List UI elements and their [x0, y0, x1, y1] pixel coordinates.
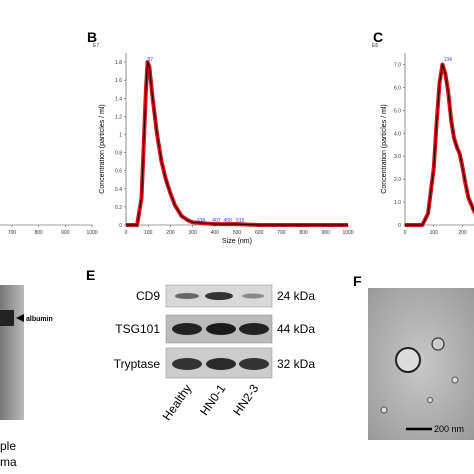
peak-label: 134 — [444, 57, 453, 63]
y-tick-label: 0.8 — [115, 151, 122, 157]
blot-band — [0, 310, 14, 326]
x-tick-label: 800 — [34, 230, 43, 236]
size-label: 32 kDa — [277, 357, 315, 371]
y-tick-label: 4.0 — [394, 131, 401, 137]
x-tick-label: 200 — [166, 230, 175, 236]
row-label: Tryptase — [114, 357, 161, 371]
blot-band — [242, 293, 264, 299]
vesicle — [427, 397, 433, 403]
x-tick-label: 500 — [233, 230, 242, 236]
y-tick-label: 1.2 — [115, 114, 122, 120]
lane-label: Healthy — [160, 382, 195, 423]
y-tick-label: 1.8 — [115, 60, 122, 66]
y-tick-label: 1.0 — [394, 200, 401, 206]
y-tick-label: 7.0 — [394, 62, 401, 68]
arrow — [16, 314, 24, 322]
y-axis-label: Concentration (particles / ml) — [381, 104, 388, 193]
y-tick-label: 2.0 — [394, 177, 401, 183]
blot-band — [172, 358, 202, 370]
y-tick-label: 6.0 — [394, 85, 401, 91]
panel-label: B — [87, 29, 97, 45]
blot-band — [206, 358, 236, 370]
peak-label: 338 — [197, 218, 206, 224]
vesicle — [395, 347, 421, 373]
blot-band — [205, 292, 233, 300]
y-tick-label: 3.0 — [394, 154, 401, 160]
x-tick-label: 800 — [299, 230, 308, 236]
x-tick-label: 700 — [277, 230, 286, 236]
exponent: E7 — [93, 43, 99, 49]
vesicle — [431, 337, 445, 351]
vesicle — [451, 376, 459, 384]
size-label: 44 kDa — [277, 322, 315, 336]
x-tick-label: 300 — [188, 230, 197, 236]
x-tick-label: 1000 — [342, 230, 353, 236]
blot-band — [175, 293, 199, 299]
y-tick-label: 0 — [398, 223, 401, 229]
x-tick-label: 100 — [430, 230, 439, 236]
line — [126, 61, 348, 226]
blot-band — [239, 358, 269, 370]
lane-label: ma — [0, 455, 17, 469]
panel-label: C — [373, 29, 383, 45]
y-tick-label: 0.4 — [115, 187, 122, 193]
error-band — [126, 60, 348, 227]
marker-label: albumin — [26, 316, 53, 323]
line — [405, 64, 474, 226]
lane-label: HN2-3 — [230, 381, 262, 418]
x-tick-label: 1000 — [86, 230, 97, 236]
x-tick-label: 400 — [211, 230, 220, 236]
y-tick-label: 0.2 — [115, 205, 122, 211]
lane-label: ple — [0, 439, 16, 453]
blot-band — [172, 323, 202, 335]
blot-image — [0, 285, 24, 420]
y-axis-label: Concentration (particles / ml) — [99, 104, 106, 193]
y-tick-label: 1.6 — [115, 78, 122, 84]
x-axis-label: Size (nm) — [222, 238, 252, 245]
y-tick-label: 1 — [119, 132, 122, 138]
peak-label: 407 — [212, 218, 221, 224]
x-tick-label: 600 — [255, 230, 264, 236]
x-tick-label: 900 — [322, 230, 331, 236]
peak-label: 97 — [148, 57, 154, 63]
x-tick-label: 0 — [404, 230, 407, 236]
row-label: TSG101 — [115, 322, 160, 336]
x-tick-label: 900 — [61, 230, 70, 236]
blot-band — [239, 323, 269, 335]
panel-label: F — [353, 273, 362, 289]
peak-label: 515 — [236, 218, 245, 224]
y-tick-label: 5.0 — [394, 108, 401, 114]
blot-band — [206, 323, 236, 335]
y-tick-label: 1.4 — [115, 96, 122, 102]
x-tick-label: 100 — [144, 230, 153, 236]
vesicle — [380, 406, 388, 414]
x-tick-label: 200 — [458, 230, 467, 236]
exponent: E6 — [372, 43, 378, 49]
row-label: CD9 — [136, 289, 160, 303]
size-label: 24 kDa — [277, 289, 315, 303]
scale-label: 200 nm — [434, 424, 464, 434]
blot — [165, 284, 273, 379]
y-tick-label: 0 — [119, 223, 122, 229]
tem-image — [368, 288, 474, 440]
peak-label: 458 — [224, 218, 233, 224]
y-tick-label: 0.6 — [115, 169, 122, 175]
lane-label: HN0-1 — [197, 381, 229, 418]
panel-label: E — [86, 267, 95, 283]
x-tick-label: 0 — [125, 230, 128, 236]
x-tick-label: 700 — [8, 230, 17, 236]
